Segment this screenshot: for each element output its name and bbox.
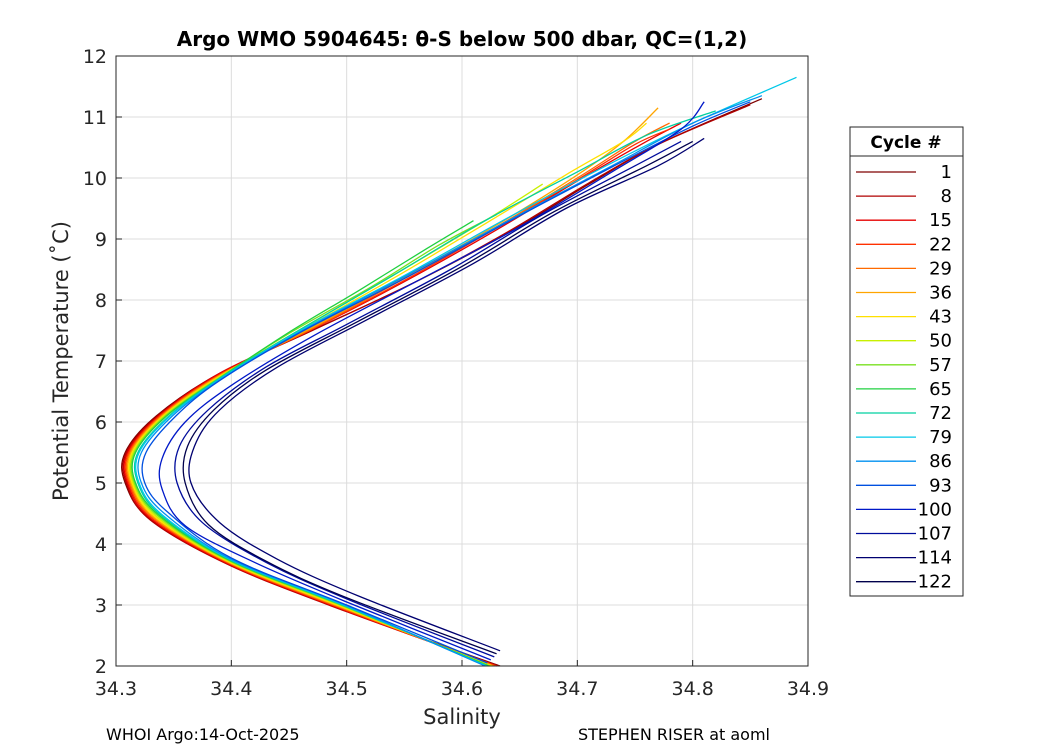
x-tick-label: 34.7 (556, 678, 598, 700)
legend-box (849, 126, 964, 597)
legend-label-cycle-79: 79 (929, 427, 952, 448)
series-line-cycle-15 (123, 122, 682, 667)
x-tick-label: 34.8 (672, 678, 714, 700)
legend-label-cycle-36: 36 (929, 283, 952, 304)
series-line-cycle-107 (174, 140, 682, 658)
series-line-cycle-122 (182, 140, 694, 655)
y-tick-label: 9 (95, 229, 107, 251)
y-tick-label: 7 (95, 351, 107, 373)
footer-left-text: WHOI Argo:14-Oct-2025 (106, 725, 300, 744)
legend: Cycle # 1 8 15 22 29 36 43 50 57 65 72 79 86 93 100 107… (849, 126, 964, 597)
legend-label-cycle-65: 65 (929, 379, 952, 400)
legend-label-cycle-1: 1 (941, 162, 952, 183)
chart-title: Argo WMO 5904645: θ-S below 500 dbar, QC… (177, 27, 747, 51)
series-line-cycle-100 (158, 101, 705, 661)
series-line-cycle-93 (141, 101, 751, 664)
y-tick-label: 11 (83, 107, 107, 129)
x-tick-label: 34.9 (787, 678, 829, 700)
series-line-cycle-29 (125, 122, 670, 667)
legend-label-cycle-29: 29 (929, 258, 952, 279)
legend-label-cycle-22: 22 (929, 234, 952, 255)
series-line-cycle-43 (128, 122, 647, 667)
series-curves (121, 76, 797, 667)
series-line-cycle-114 (188, 137, 705, 652)
legend-label-cycle-122: 122 (918, 572, 952, 593)
y-tick-label: 2 (95, 656, 107, 678)
legend-label-cycle-43: 43 (929, 307, 952, 328)
legend-label-cycle-107: 107 (918, 524, 952, 545)
legend-label-cycle-100: 100 (918, 499, 952, 520)
y-axis-ticks: 2 3 4 5 6 7 8 9 10 11 12 (83, 46, 122, 678)
legend-label-cycle-72: 72 (929, 403, 952, 424)
series-line-cycle-8 (122, 104, 751, 667)
y-tick-label: 12 (83, 46, 107, 68)
footer-right-text: STEPHEN RISER at aoml (578, 725, 770, 744)
legend-label-cycle-8: 8 (941, 186, 952, 207)
y-axis-label: Potential Temperature (˚C) (49, 221, 73, 501)
y-tick-label: 3 (95, 595, 107, 617)
x-tick-label: 34.6 (441, 678, 483, 700)
y-tick-label: 8 (95, 290, 107, 312)
legend-label-cycle-86: 86 (929, 451, 952, 472)
legend-label-cycle-15: 15 (929, 210, 952, 231)
series-line-cycle-65 (131, 220, 489, 667)
y-tick-label: 5 (95, 473, 107, 495)
x-tick-label: 34.3 (95, 678, 137, 700)
x-tick-label: 34.4 (210, 678, 252, 700)
legend-label-cycle-114: 114 (918, 548, 952, 569)
x-axis-label: Salinity (423, 705, 501, 729)
x-axis-ticks: 34.3 34.4 34.5 34.6 34.7 34.8 34.9 (95, 660, 829, 700)
series-line-cycle-22 (124, 128, 670, 667)
x-tick-label: 34.5 (326, 678, 368, 700)
grid-lines (116, 56, 808, 666)
legend-items: 1 8 15 22 29 36 43 50 57 65 72 79 86 93 100 107 114 122 (856, 162, 952, 593)
y-tick-label: 6 (95, 412, 107, 434)
legend-label-cycle-93: 93 (929, 475, 952, 496)
series-line-cycle-79 (135, 76, 797, 667)
legend-label-cycle-57: 57 (929, 355, 952, 376)
y-tick-label: 4 (95, 534, 107, 556)
legend-title: Cycle # (870, 133, 941, 153)
series-line-cycle-86 (137, 95, 763, 667)
series-line-cycle-72 (133, 110, 716, 667)
legend-label-cycle-50: 50 (929, 331, 952, 352)
y-tick-label: 10 (83, 168, 107, 190)
